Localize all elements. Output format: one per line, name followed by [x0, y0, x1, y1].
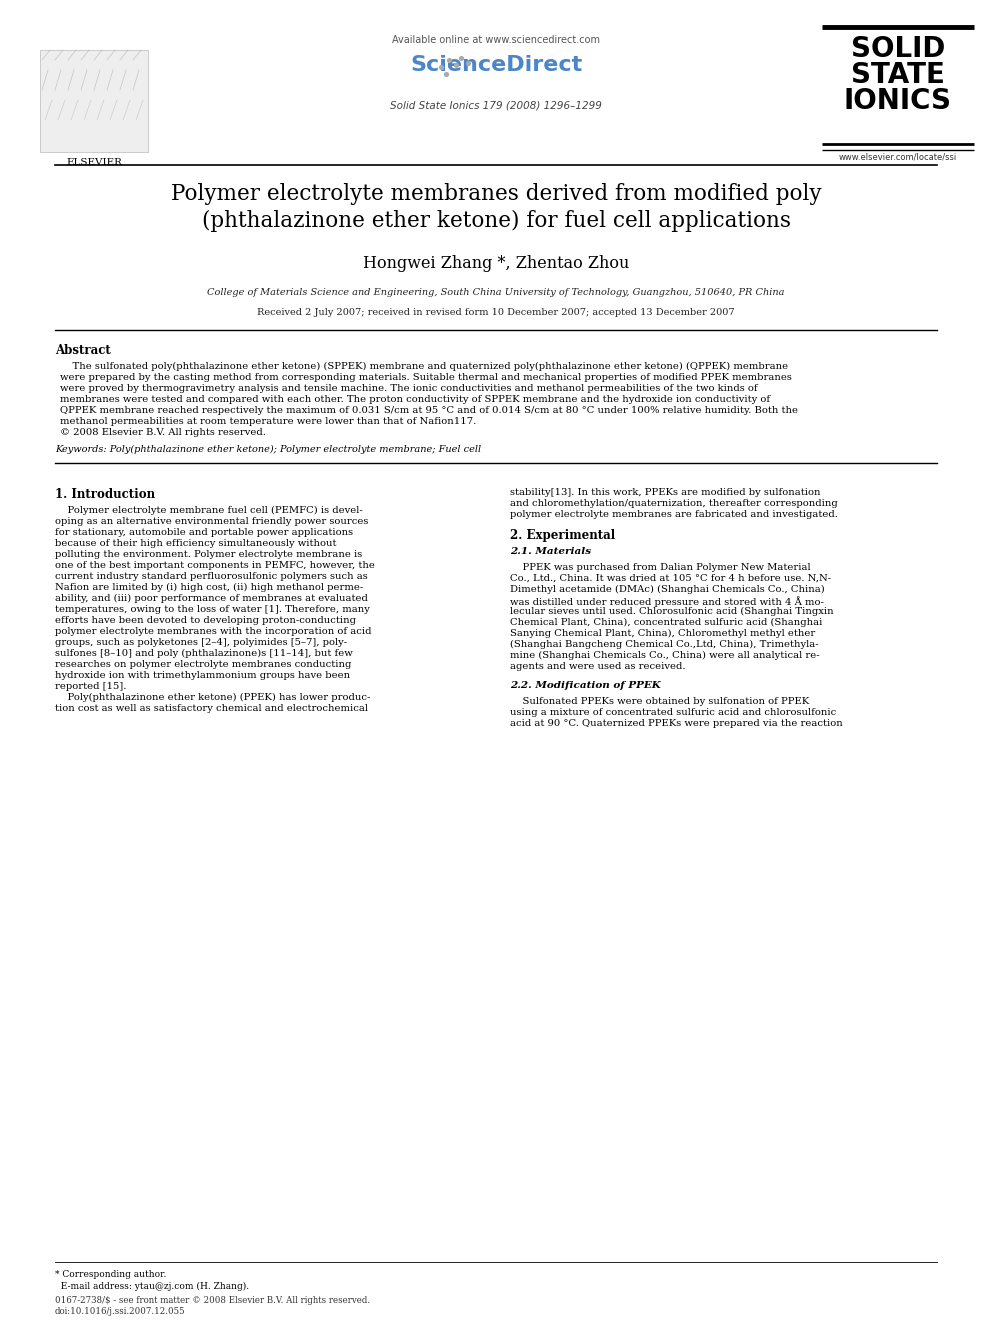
- Text: Sanying Chemical Plant, China), Chloromethyl methyl ether: Sanying Chemical Plant, China), Chlorome…: [510, 628, 815, 638]
- Text: 2.2. Modification of PPEK: 2.2. Modification of PPEK: [510, 681, 661, 691]
- Point: [438, 64, 454, 85]
- Text: Available online at www.sciencedirect.com: Available online at www.sciencedirect.co…: [392, 34, 600, 45]
- Text: Hongwei Zhang *, Zhentao Zhou: Hongwei Zhang *, Zhentao Zhou: [363, 255, 629, 273]
- Text: Nafion are limited by (i) high cost, (ii) high methanol perme-: Nafion are limited by (i) high cost, (ii…: [55, 583, 363, 593]
- Text: Sulfonated PPEKs were obtained by sulfonation of PPEK: Sulfonated PPEKs were obtained by sulfon…: [510, 697, 809, 706]
- Text: and chloromethylation/quaternization, thereafter corresponding: and chloromethylation/quaternization, th…: [510, 499, 838, 508]
- Text: ability, and (iii) poor performance of membranes at evaluated: ability, and (iii) poor performance of m…: [55, 594, 368, 603]
- Text: polymer electrolyte membranes with the incorporation of acid: polymer electrolyte membranes with the i…: [55, 627, 371, 636]
- Text: oping as an alternative environmental friendly power sources: oping as an alternative environmental fr…: [55, 517, 368, 527]
- Bar: [40, 50, 148, 152]
- Text: The sulfonated poly(phthalazinone ether ketone) (SPPEK) membrane and quaternized: The sulfonated poly(phthalazinone ether …: [60, 363, 788, 372]
- Text: IONICS: IONICS: [844, 87, 952, 115]
- Point: [453, 48, 469, 69]
- Text: © 2008 Elsevier B.V. All rights reserved.: © 2008 Elsevier B.V. All rights reserved…: [60, 429, 266, 437]
- Point: [460, 53, 476, 74]
- Text: Co., Ltd., China. It was dried at 105 °C for 4 h before use. N,N-: Co., Ltd., China. It was dried at 105 °C…: [510, 574, 831, 583]
- Text: for stationary, automobile and portable power applications: for stationary, automobile and portable …: [55, 528, 353, 537]
- Text: E-mail address: ytau@zj.com (H. Zhang).: E-mail address: ytau@zj.com (H. Zhang).: [55, 1282, 249, 1291]
- Text: 2. Experimental: 2. Experimental: [510, 529, 615, 542]
- Text: * Corresponding author.: * Corresponding author.: [55, 1270, 167, 1279]
- Text: mine (Shanghai Chemicals Co., China) were all analytical re-: mine (Shanghai Chemicals Co., China) wer…: [510, 651, 819, 660]
- Text: membranes were tested and compared with each other. The proton conductivity of S: membranes were tested and compared with …: [60, 396, 770, 404]
- Text: acid at 90 °C. Quaternized PPEKs were prepared via the reaction: acid at 90 °C. Quaternized PPEKs were pr…: [510, 718, 843, 728]
- Text: methanol permeabilities at room temperature were lower than that of Nafion117.: methanol permeabilities at room temperat…: [60, 417, 476, 426]
- Text: STATE: STATE: [851, 61, 945, 89]
- Text: researches on polymer electrolyte membranes conducting: researches on polymer electrolyte membra…: [55, 660, 351, 669]
- Text: one of the best important components in PEMFC, however, the: one of the best important components in …: [55, 561, 375, 570]
- Text: Dimethyl acetamide (DMAc) (Shanghai Chemicals Co., China): Dimethyl acetamide (DMAc) (Shanghai Chem…: [510, 585, 824, 594]
- Text: tion cost as well as satisfactory chemical and electrochemical: tion cost as well as satisfactory chemic…: [55, 704, 368, 713]
- Text: Received 2 July 2007; received in revised form 10 December 2007; accepted 13 Dec: Received 2 July 2007; received in revise…: [257, 308, 735, 318]
- Text: Poly(phthalazinone ether ketone) (PPEK) has lower produc-: Poly(phthalazinone ether ketone) (PPEK) …: [55, 693, 370, 703]
- Text: were prepared by the casting method from corresponding materials. Suitable therm: were prepared by the casting method from…: [60, 373, 792, 382]
- Text: sulfones [8–10] and poly (phthalazinone)s [11–14], but few: sulfones [8–10] and poly (phthalazinone)…: [55, 650, 353, 658]
- Text: SOLID: SOLID: [851, 34, 945, 64]
- Text: was distilled under reduced pressure and stored with 4 Å mo-: was distilled under reduced pressure and…: [510, 595, 824, 607]
- Text: QPPEK membrane reached respectively the maximum of 0.031 S/cm at 95 °C and of 0.: QPPEK membrane reached respectively the …: [60, 406, 798, 415]
- Text: www.elsevier.com/locate/ssi: www.elsevier.com/locate/ssi: [839, 152, 957, 161]
- Text: 1. Introduction: 1. Introduction: [55, 488, 155, 501]
- Text: ELSEVIER: ELSEVIER: [66, 157, 122, 167]
- Text: efforts have been devoted to developing proton-conducting: efforts have been devoted to developing …: [55, 617, 356, 624]
- Text: using a mixture of concentrated sulfuric acid and chlorosulfonic: using a mixture of concentrated sulfuric…: [510, 708, 836, 717]
- Text: stability[13]. In this work, PPEKs are modified by sulfonation: stability[13]. In this work, PPEKs are m…: [510, 488, 820, 497]
- Point: [434, 57, 449, 78]
- Point: [441, 49, 457, 70]
- Text: Keywords: Poly(phthalazinone ether ketone); Polymer electrolyte membrane; Fuel c: Keywords: Poly(phthalazinone ether keton…: [55, 445, 481, 454]
- Text: ScienceDirect: ScienceDirect: [410, 56, 582, 75]
- Text: 2.1. Materials: 2.1. Materials: [510, 546, 591, 556]
- Text: lecular sieves until used. Chlorosulfonic acid (Shanghai Tingxin: lecular sieves until used. Chlorosulfoni…: [510, 607, 833, 617]
- Text: Abstract: Abstract: [55, 344, 111, 357]
- Text: PPEK was purchased from Dalian Polymer New Material: PPEK was purchased from Dalian Polymer N…: [510, 564, 810, 572]
- Text: were proved by thermogravimetry analysis and tensile machine. The ionic conducti: were proved by thermogravimetry analysis…: [60, 384, 758, 393]
- Text: (Shanghai Bangcheng Chemical Co.,Ltd, China), Trimethyla-: (Shanghai Bangcheng Chemical Co.,Ltd, Ch…: [510, 640, 818, 650]
- Text: polymer electrolyte membranes are fabricated and investigated.: polymer electrolyte membranes are fabric…: [510, 509, 838, 519]
- Text: Chemical Plant, China), concentrated sulfuric acid (Shanghai: Chemical Plant, China), concentrated sul…: [510, 618, 822, 627]
- Text: Polymer electrolyte membranes derived from modified poly: Polymer electrolyte membranes derived fr…: [171, 183, 821, 205]
- Point: [448, 54, 464, 75]
- Text: Polymer electrolyte membrane fuel cell (PEMFC) is devel-: Polymer electrolyte membrane fuel cell (…: [55, 505, 363, 515]
- Text: current industry standard perfluorosulfonic polymers such as: current industry standard perfluorosulfo…: [55, 572, 368, 581]
- Text: agents and were used as received.: agents and were used as received.: [510, 662, 685, 671]
- Text: groups, such as polyketones [2–4], polyimides [5–7], poly-: groups, such as polyketones [2–4], polyi…: [55, 638, 347, 647]
- Text: polluting the environment. Polymer electrolyte membrane is: polluting the environment. Polymer elect…: [55, 550, 362, 560]
- Text: 0167-2738/$ - see front matter © 2008 Elsevier B.V. All rights reserved.: 0167-2738/$ - see front matter © 2008 El…: [55, 1297, 370, 1304]
- Text: (phthalazinone ether ketone) for fuel cell applications: (phthalazinone ether ketone) for fuel ce…: [201, 210, 791, 232]
- Text: because of their high efficiency simultaneously without: because of their high efficiency simulta…: [55, 538, 336, 548]
- Text: reported [15].: reported [15].: [55, 681, 126, 691]
- Text: temperatures, owing to the loss of water [1]. Therefore, many: temperatures, owing to the loss of water…: [55, 605, 370, 614]
- Text: College of Materials Science and Engineering, South China University of Technolo: College of Materials Science and Enginee…: [207, 288, 785, 296]
- Text: hydroxide ion with trimethylammonium groups have been: hydroxide ion with trimethylammonium gro…: [55, 671, 350, 680]
- Text: doi:10.1016/j.ssi.2007.12.055: doi:10.1016/j.ssi.2007.12.055: [55, 1307, 186, 1316]
- Text: Solid State Ionics 179 (2008) 1296–1299: Solid State Ionics 179 (2008) 1296–1299: [390, 101, 602, 110]
